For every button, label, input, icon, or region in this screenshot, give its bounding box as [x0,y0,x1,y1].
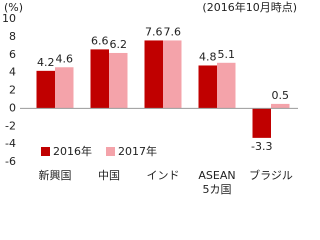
bar [36,70,55,109]
legend-label: 2016年 [53,144,92,158]
bar [109,52,128,109]
chart: (%) (2016年10月時点) -6 -4 -2 0 2 4 6 8 10 4.2 4.6 新興国 6… [2,0,298,196]
note: (2016年10月時点) [202,0,297,14]
x-tick-label: インド [147,169,180,182]
x-tick-label: 中国 [98,169,120,182]
value-label: 5.1 [218,48,236,61]
value-label: 4.2 [37,56,55,69]
x-tick-label: 新興国 [39,168,72,182]
bar [90,49,109,109]
value-label: 4.8 [199,50,217,63]
legend-swatch [106,147,115,156]
y-tick-label: 2 [9,84,16,97]
bar [217,62,236,109]
x-tick-label-line: ASEAN [198,169,235,182]
value-label: 7.6 [145,25,163,38]
y-tick-label: 10 [2,12,16,25]
y-tick-label: -2 [5,119,16,132]
x-tick-label-line: 5カ国 [203,183,232,196]
y-tick-label: -4 [5,137,16,150]
value-label: 7.6 [164,25,182,38]
legend-swatch [41,147,50,156]
bar [252,108,271,138]
value-label: 0.5 [272,89,290,102]
value-label: 4.6 [56,52,74,65]
y-tick-label: -6 [5,155,16,168]
bar [55,67,74,109]
value-label: 6.6 [91,34,109,47]
y-tick-label: 6 [9,48,16,61]
bar [198,65,217,109]
x-tick-label: ブラジル [249,168,293,182]
value-label: -3.3 [251,140,272,153]
y-tick-label: 4 [9,66,16,79]
y-tick-label: 0 [9,101,16,114]
unit-label: (%) [4,1,23,14]
bar [163,40,182,109]
value-label: 6.2 [110,38,128,51]
x-tick-label: ASEAN 5カ国 [198,169,235,196]
legend-label: 2017年 [118,144,157,158]
bar [271,103,290,109]
y-tick-label: 8 [9,30,16,43]
bar [144,40,163,109]
